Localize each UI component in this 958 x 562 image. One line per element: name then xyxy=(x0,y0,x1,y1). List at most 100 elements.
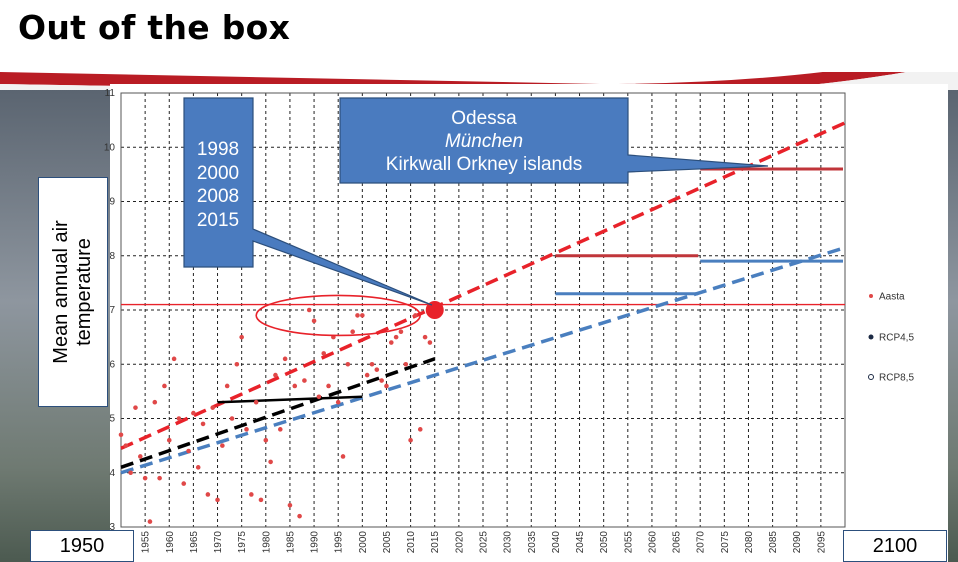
observed-point xyxy=(326,383,331,389)
start-year-box: 1950 xyxy=(30,530,134,562)
observed-point xyxy=(210,405,216,410)
observed-point xyxy=(422,334,428,340)
observed-point xyxy=(350,329,355,335)
x-tick-label: 1975 xyxy=(237,531,248,554)
observed-point xyxy=(302,378,307,383)
y-tick-label: 4 xyxy=(109,468,115,479)
observed-point xyxy=(234,361,240,367)
legend-label-rcp85: RCP8,5 xyxy=(879,373,914,384)
observed-point xyxy=(311,318,317,324)
callout-years-line-4: 2015 xyxy=(197,210,239,231)
observed-point xyxy=(268,459,273,465)
x-tick-label: 2000 xyxy=(358,531,369,554)
x-tick-label: 2025 xyxy=(479,531,490,554)
observed-point xyxy=(220,443,225,448)
observed-point xyxy=(162,383,167,389)
historical-trend-dashed xyxy=(120,357,436,469)
series-layer xyxy=(118,121,846,524)
observed-point xyxy=(287,503,293,508)
observed-point xyxy=(181,481,187,486)
legend-label-rcp45: RCP4,5 xyxy=(879,333,914,344)
observed-point xyxy=(166,437,172,443)
x-tick-label: 2020 xyxy=(454,531,465,554)
x-tick-label: 1995 xyxy=(334,531,345,554)
callout-years-line-3: 2008 xyxy=(197,186,239,207)
observed-point xyxy=(249,492,254,497)
page-title: Out of the box xyxy=(18,8,291,47)
rcp85-trend-line xyxy=(120,121,846,450)
legend-marker-rcp85 xyxy=(868,374,874,380)
x-tick-label: 2085 xyxy=(768,531,779,554)
x-tick-label: 2030 xyxy=(503,531,514,554)
x-tick-label: 2055 xyxy=(623,531,634,554)
observed-point xyxy=(398,329,404,335)
plot-frame xyxy=(120,92,846,528)
observed-point xyxy=(142,475,148,481)
x-tick-label: 2095 xyxy=(816,531,827,554)
legend: Aasta RCP4,5 RCP8,5 xyxy=(868,292,914,384)
x-tick-label: 1980 xyxy=(261,531,272,554)
observed-point xyxy=(224,383,230,389)
observed-point xyxy=(408,437,413,443)
observed-point xyxy=(195,465,201,470)
observed-point xyxy=(215,497,220,503)
x-tick-label: 2035 xyxy=(527,531,538,554)
observed-point xyxy=(277,427,283,432)
x-tick-label: 1970 xyxy=(213,531,224,554)
observed-point xyxy=(171,356,177,362)
x-tick-label: 2045 xyxy=(575,531,586,554)
callout-cities-line-1: Odessa xyxy=(451,108,517,129)
observed-point xyxy=(393,334,399,340)
axes: 3 4 5 6 7 8 9 10 11 1955 1960 1965 1970 1975 1980 1985 1… xyxy=(104,88,846,554)
observed-point xyxy=(282,356,288,362)
y-tick-label: 7 xyxy=(109,305,115,316)
observed-point xyxy=(244,427,249,432)
observed-point xyxy=(273,372,278,378)
observed-point xyxy=(360,313,365,318)
x-tick-label: 2010 xyxy=(406,531,417,554)
observed-point xyxy=(292,383,298,389)
x-tick-label: 1960 xyxy=(165,531,176,554)
observed-point xyxy=(403,361,409,367)
observed-point xyxy=(340,454,346,459)
legend-marker-rcp45 xyxy=(868,334,874,340)
observed-point xyxy=(345,361,351,367)
y-axis-label-box: Mean annual air temperature xyxy=(38,177,108,407)
observed-point xyxy=(379,378,384,383)
x-tick-label: 2080 xyxy=(744,531,755,554)
callout-cities-line-2: München xyxy=(445,131,523,152)
observed-point xyxy=(335,399,341,405)
observed-point xyxy=(297,513,302,519)
observed-point xyxy=(355,313,360,318)
y-tick-label: 8 xyxy=(109,251,115,262)
y-tick-label: 11 xyxy=(105,88,116,99)
observed-point xyxy=(157,475,162,481)
y-tick-label: 3 xyxy=(109,522,115,533)
x-tick-label: 2090 xyxy=(792,531,803,554)
observed-point xyxy=(427,340,433,345)
x-tick-label: 1990 xyxy=(310,531,321,554)
y-tick-label: 10 xyxy=(104,142,116,153)
observed-point xyxy=(316,394,322,400)
observed-point xyxy=(147,519,153,524)
observed-point xyxy=(417,427,423,432)
x-tick-label: 1965 xyxy=(189,531,200,554)
callout-years-shape xyxy=(183,97,433,306)
observed-point xyxy=(413,313,418,318)
observed-point xyxy=(384,383,389,389)
x-tick-label: 2015 xyxy=(430,531,441,554)
x-tick-label: 2005 xyxy=(382,531,393,554)
observed-point xyxy=(253,399,259,405)
observed-point xyxy=(200,421,206,427)
x-tick-label: 2040 xyxy=(551,531,562,554)
observed-point xyxy=(229,416,235,421)
rcp45-trend-line xyxy=(120,245,846,475)
observed-point xyxy=(258,497,264,503)
observed-point xyxy=(263,437,269,443)
x-tick-label: 1955 xyxy=(141,531,152,554)
x-tick-label: 2060 xyxy=(647,531,658,554)
x-tick-label: 2075 xyxy=(720,531,731,554)
y-tick-label: 9 xyxy=(109,197,115,208)
observed-point xyxy=(152,399,158,405)
